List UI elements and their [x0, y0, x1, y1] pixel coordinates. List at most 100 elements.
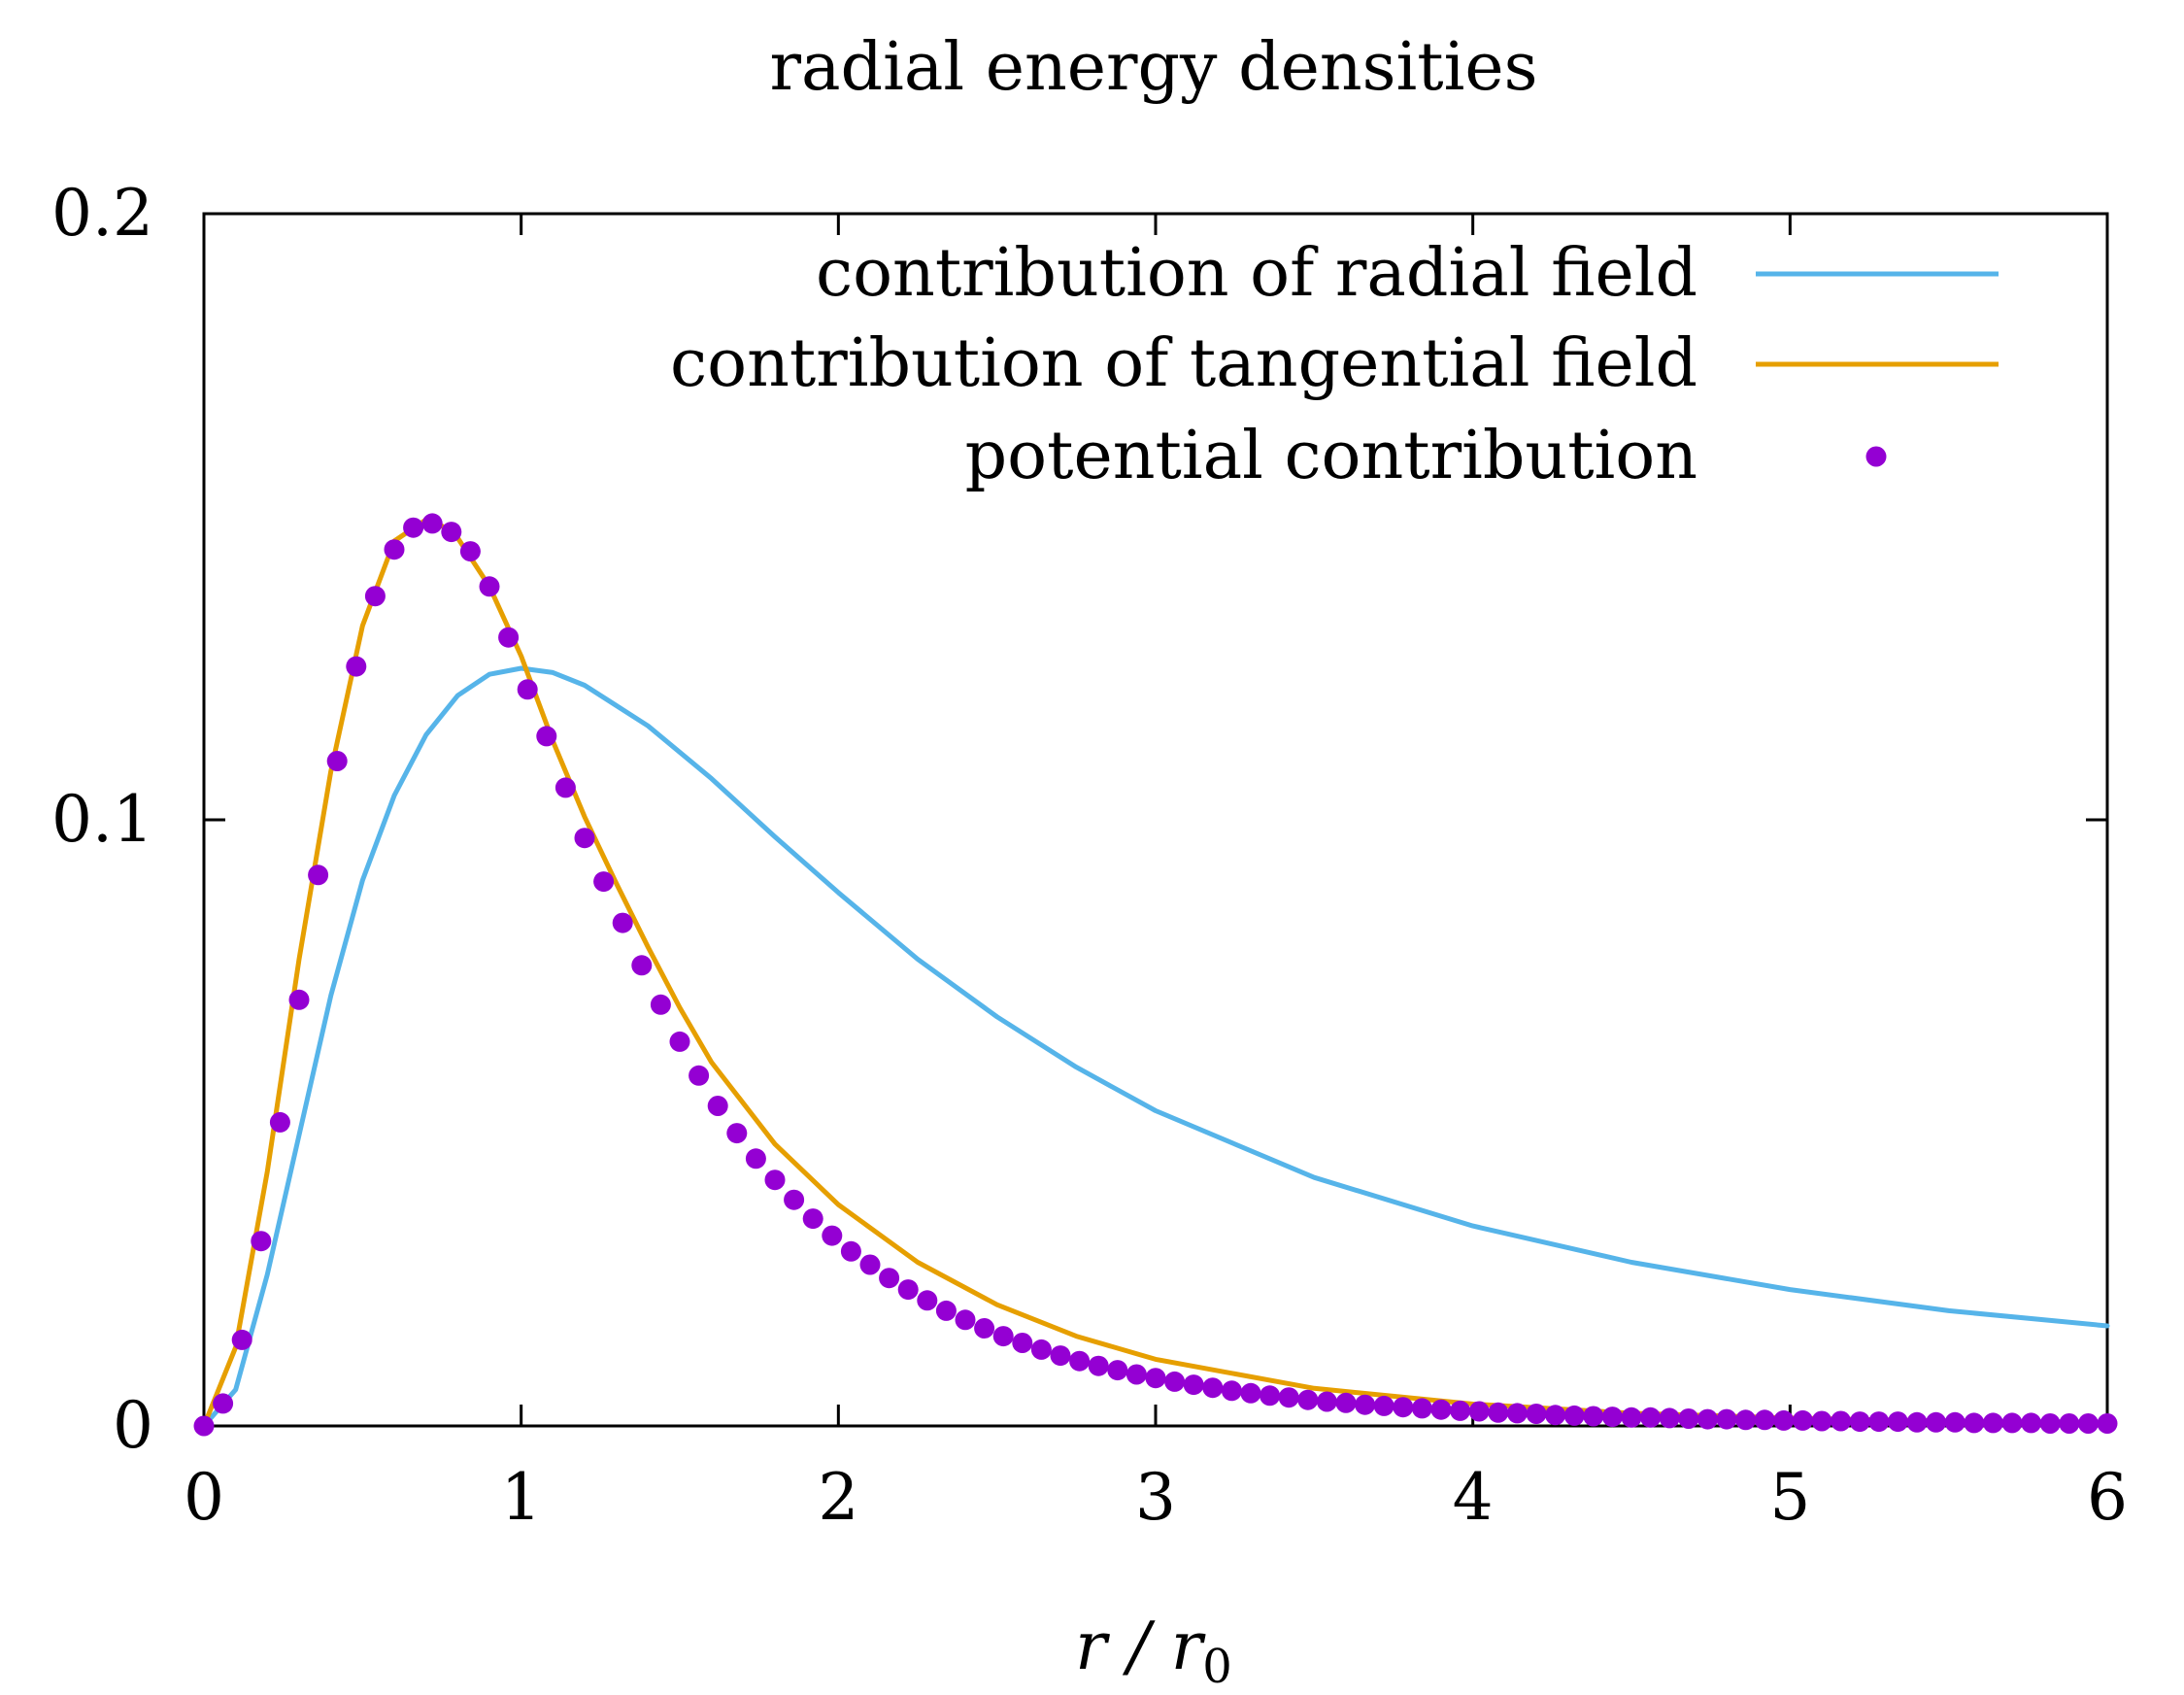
data-point — [1202, 1377, 1223, 1398]
data-point — [1317, 1392, 1337, 1412]
data-point — [346, 657, 366, 677]
x-tick-label: 5 — [1769, 1460, 1810, 1535]
data-point — [1051, 1345, 1071, 1366]
data-point — [1888, 1411, 1908, 1432]
y-tick-label: 0.2 — [51, 176, 153, 251]
data-point — [841, 1241, 861, 1262]
x-tick-label: 6 — [2087, 1460, 2128, 1535]
data-point — [1469, 1402, 1490, 1422]
data-point — [480, 576, 500, 596]
data-point — [1527, 1404, 1547, 1424]
data-point — [1184, 1374, 1204, 1395]
legend: contribution of radial field contribution… — [670, 235, 1999, 494]
data-point — [879, 1268, 899, 1288]
x-axis-label-subscript: 0 — [1202, 1640, 1232, 1694]
data-point — [194, 1416, 215, 1437]
data-point — [1850, 1411, 1870, 1432]
data-point — [765, 1170, 786, 1190]
data-point — [1355, 1395, 1375, 1415]
data-point — [784, 1190, 804, 1210]
data-point — [860, 1255, 881, 1275]
data-point — [1164, 1372, 1185, 1392]
legend-label-1: contribution of radial field — [816, 235, 1697, 312]
data-point — [1564, 1406, 1585, 1426]
series-layer — [194, 513, 2118, 1436]
data-point — [1297, 1390, 1318, 1410]
data-point — [708, 1096, 728, 1116]
data-point — [1735, 1409, 1756, 1430]
data-point — [1964, 1412, 1984, 1433]
data-point — [498, 627, 519, 648]
data-point — [1069, 1351, 1090, 1372]
series-points-3 — [194, 513, 2118, 1436]
data-point — [1012, 1333, 1032, 1353]
data-point — [936, 1301, 957, 1321]
data-point — [1374, 1396, 1394, 1416]
data-point — [1146, 1368, 1166, 1388]
x-tick-label: 0 — [184, 1460, 224, 1535]
data-point — [726, 1123, 747, 1143]
data-point — [803, 1208, 823, 1229]
data-point — [746, 1148, 766, 1169]
data-point — [1907, 1412, 1928, 1433]
data-point — [974, 1318, 994, 1339]
data-point — [1222, 1380, 1242, 1401]
data-point — [422, 513, 443, 533]
data-point — [956, 1309, 976, 1330]
data-point — [1583, 1407, 1603, 1427]
data-point — [1945, 1412, 1966, 1433]
data-point — [917, 1290, 937, 1310]
data-point — [251, 1231, 271, 1251]
data-point — [536, 726, 556, 746]
data-point — [365, 586, 386, 606]
legend-label-3: potential contribution — [965, 418, 1697, 494]
data-point — [2040, 1413, 2061, 1434]
series-line-2 — [204, 520, 2107, 1426]
data-point — [460, 541, 481, 561]
data-point — [1660, 1407, 1680, 1428]
data-point — [1393, 1397, 1413, 1417]
data-point — [1031, 1339, 1052, 1360]
data-point — [689, 1066, 709, 1086]
data-point — [2059, 1413, 2079, 1434]
data-point — [213, 1393, 233, 1413]
data-point — [1450, 1401, 1470, 1421]
data-point — [1812, 1411, 1832, 1432]
data-point — [1126, 1365, 1147, 1385]
data-point — [1089, 1356, 1109, 1376]
data-point — [327, 751, 348, 771]
data-point — [1793, 1410, 1813, 1431]
data-point — [1983, 1412, 2003, 1433]
data-point — [2078, 1413, 2099, 1434]
data-point — [1602, 1407, 1623, 1427]
data-point — [2021, 1412, 2041, 1433]
data-point — [385, 539, 405, 559]
data-point — [1755, 1409, 1775, 1430]
data-point — [1431, 1400, 1452, 1420]
data-point — [1773, 1410, 1794, 1431]
data-point — [555, 777, 576, 797]
data-point — [1107, 1360, 1127, 1380]
data-point — [631, 955, 652, 975]
x-tick-label: 3 — [1135, 1460, 1176, 1535]
data-point — [441, 522, 461, 542]
data-point — [270, 1112, 290, 1133]
data-point — [289, 990, 310, 1010]
data-point — [518, 679, 538, 699]
data-point — [1717, 1409, 1737, 1430]
data-point — [1678, 1408, 1698, 1429]
legend-label-2: contribution of tangential field — [670, 325, 1697, 402]
data-point — [822, 1226, 842, 1246]
data-point — [593, 871, 614, 892]
data-point — [308, 864, 328, 885]
data-point — [1412, 1398, 1432, 1418]
x-tick-label: 4 — [1453, 1460, 1494, 1535]
series-line-1 — [204, 668, 2107, 1426]
y-tick-label: 0 — [113, 1388, 153, 1463]
x-axis-label: r / r0 — [1075, 1609, 1232, 1694]
data-point — [575, 828, 595, 848]
data-point — [1279, 1387, 1299, 1407]
data-point — [1697, 1409, 1718, 1430]
data-point — [1831, 1411, 1851, 1432]
data-point — [1336, 1393, 1357, 1413]
